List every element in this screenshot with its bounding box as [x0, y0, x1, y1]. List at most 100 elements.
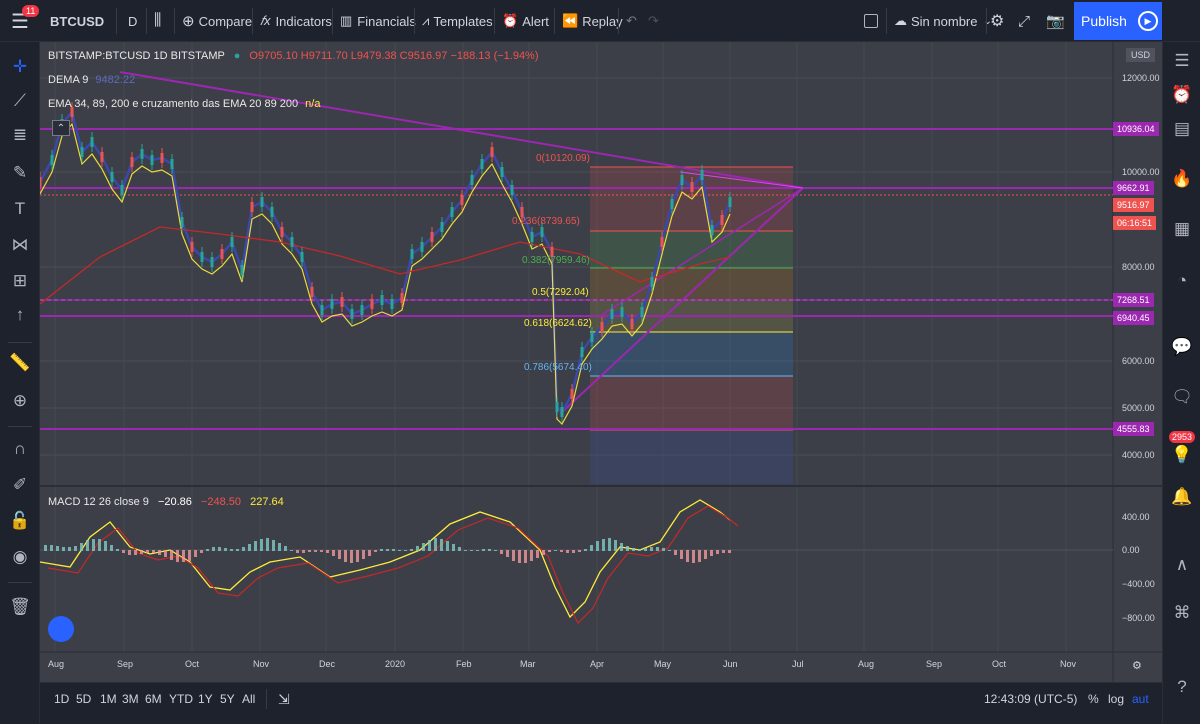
timeframe-button[interactable]: 1Y	[198, 692, 213, 706]
redo-icon[interactable]: ↷	[648, 13, 659, 28]
pattern-icon[interactable]: ⋈	[11, 235, 29, 254]
macd-histogram-bar	[548, 550, 551, 552]
chevron-icon[interactable]: ∧	[1175, 555, 1189, 574]
chart-canvas[interactable]	[40, 42, 1162, 682]
macd-tick: 0.00	[1122, 545, 1140, 555]
replay-button[interactable]: ⏪ Replay	[562, 0, 623, 42]
fullscreen-icon[interactable]: ⤢	[1018, 12, 1031, 30]
macd-histogram-bar	[386, 549, 389, 551]
timeframe-button[interactable]: 5Y	[220, 692, 235, 706]
macd-histogram-bar	[374, 550, 377, 552]
time-tick: Nov	[253, 659, 270, 669]
arrow-up-icon[interactable]: ↑	[15, 305, 25, 324]
macd-histogram-bar	[266, 538, 269, 551]
templates-button[interactable]: ⩘ Templates	[422, 0, 493, 42]
auto-toggle[interactable]: aut	[1132, 692, 1149, 706]
timeframe-button[interactable]: 1M	[100, 692, 117, 706]
trash-icon[interactable]: 🗑	[9, 597, 31, 616]
lock-drawing-icon[interactable]: ✐	[12, 475, 28, 494]
settings-gear-icon[interactable]: ⚙	[1132, 660, 1142, 672]
multi-chart-icon[interactable]: ⌘	[1173, 603, 1191, 622]
divider	[8, 426, 32, 427]
symbol-search[interactable]: BTCUSD	[50, 13, 105, 29]
fib-zone	[590, 268, 793, 300]
ideas-icon[interactable]: ◔	[1176, 271, 1188, 290]
alert-button[interactable]: ⏰ Alert	[502, 0, 549, 42]
timeframe-button[interactable]: YTD	[169, 692, 193, 706]
right-toolbar: ☰ ⏰ ▤ 🔥 ▦ ◔ 💬 🗨 💡 2953 🔔 ∧ ⌘ ?	[1162, 42, 1200, 724]
candle-body	[310, 287, 314, 297]
publish-button[interactable]: Publish	[1074, 2, 1134, 40]
timeframe-button[interactable]: 3M	[122, 692, 139, 706]
help-icon[interactable]: ?	[1177, 677, 1187, 696]
data-window-icon[interactable]: ▤	[1173, 119, 1191, 138]
indicators-button[interactable]: 𝑓x Indicators	[260, 0, 332, 42]
macd-histogram-bar	[68, 547, 71, 551]
menu-button[interactable]: ☰ 11	[0, 0, 40, 42]
candle-body	[560, 407, 564, 417]
hotlist-icon[interactable]: 🔥	[1171, 169, 1193, 188]
alerts-clock-icon[interactable]: ⏰	[1171, 85, 1193, 104]
candle-body	[510, 185, 514, 195]
chart-type-candles-icon[interactable]: ⫼	[154, 12, 162, 29]
brush-icon[interactable]: ✎	[12, 163, 28, 182]
macd-histogram-bar	[182, 550, 185, 562]
macd-histogram-bar	[440, 539, 443, 551]
bell-icon[interactable]: 🔔	[1171, 487, 1193, 506]
time-tick: Aug	[858, 659, 875, 669]
financials-button[interactable]: ▥ Financials	[340, 0, 416, 42]
candle-body	[300, 252, 304, 262]
undo-icon[interactable]: ↶	[626, 13, 637, 28]
chat-icon[interactable]: 💬	[1171, 337, 1193, 356]
crosshair-icon[interactable]: ✛	[12, 57, 28, 76]
chart-pane[interactable]: BITSTAMP:BTCUSD 1D BITSTAMP ● O9705.10 H…	[40, 42, 1162, 682]
fib-level-label: 0.786(5674.40)	[524, 362, 592, 373]
tradingview-logo-icon[interactable]	[48, 616, 74, 642]
interval-button[interactable]: D	[128, 13, 138, 29]
notes-icon[interactable]: 🗨	[1171, 387, 1193, 406]
date-range-icon[interactable]: ⇲	[278, 690, 290, 707]
macd-histogram-bar	[416, 546, 419, 551]
collapse-legend-button[interactable]: ⌃	[52, 120, 70, 136]
ema-slow-line	[40, 226, 731, 305]
camera-icon[interactable]: 📷	[1046, 13, 1065, 30]
macd-hist: 227.64	[250, 496, 284, 508]
candle-body	[570, 389, 574, 399]
macd-histogram-bar	[542, 550, 545, 555]
settings-gear-icon[interactable]: ⚙	[990, 13, 1005, 30]
candle-body	[460, 195, 464, 205]
layout-save-button[interactable]: ☁ Sin nombre ⌄	[894, 0, 992, 42]
watchlist-icon[interactable]: ☰	[1174, 51, 1190, 70]
trendline-icon[interactable]: ⟋	[14, 91, 26, 110]
square-checkbox-icon[interactable]	[864, 0, 878, 42]
candle-body	[580, 347, 584, 357]
timeframe-button[interactable]: 6M	[145, 692, 162, 706]
macd-value: −20.86	[157, 496, 192, 508]
percent-toggle[interactable]: %	[1088, 692, 1099, 706]
timeframe-button[interactable]: 5D	[76, 692, 92, 706]
lightbulb-icon[interactable]: 💡	[1171, 445, 1193, 464]
timeframe-button[interactable]: 1D	[54, 692, 70, 706]
clock-display[interactable]: 12:43:09 (UTC-5)	[984, 692, 1078, 706]
zoom-in-icon[interactable]: ⊕	[12, 391, 28, 410]
candle-body	[610, 309, 614, 319]
macd-histogram-bar	[512, 550, 515, 561]
fib-icon[interactable]: ≣	[12, 125, 28, 144]
compare-button[interactable]: ⊕ Compare	[182, 0, 252, 42]
macd-histogram-bar	[356, 550, 359, 562]
log-toggle[interactable]: log	[1108, 692, 1125, 706]
financials-label: Financials	[357, 13, 416, 29]
prediction-icon[interactable]: ⊞	[12, 271, 28, 290]
time-tick: Sep	[117, 659, 134, 669]
lock-icon[interactable]: 🔓	[9, 511, 31, 530]
magnet-icon[interactable]: ∩	[13, 439, 27, 458]
price-tag: 4555.83	[1113, 422, 1154, 436]
calendar-icon[interactable]: ▦	[1173, 219, 1191, 238]
play-button[interactable]: ▶	[1134, 2, 1162, 40]
divider	[618, 8, 619, 34]
ruler-icon[interactable]: 📏	[9, 353, 31, 372]
eye-icon[interactable]: ◉	[12, 547, 28, 566]
timeframe-button[interactable]: All	[242, 692, 256, 706]
text-icon[interactable]: T	[14, 199, 26, 218]
plus-circle-icon: ⊕	[182, 13, 195, 30]
